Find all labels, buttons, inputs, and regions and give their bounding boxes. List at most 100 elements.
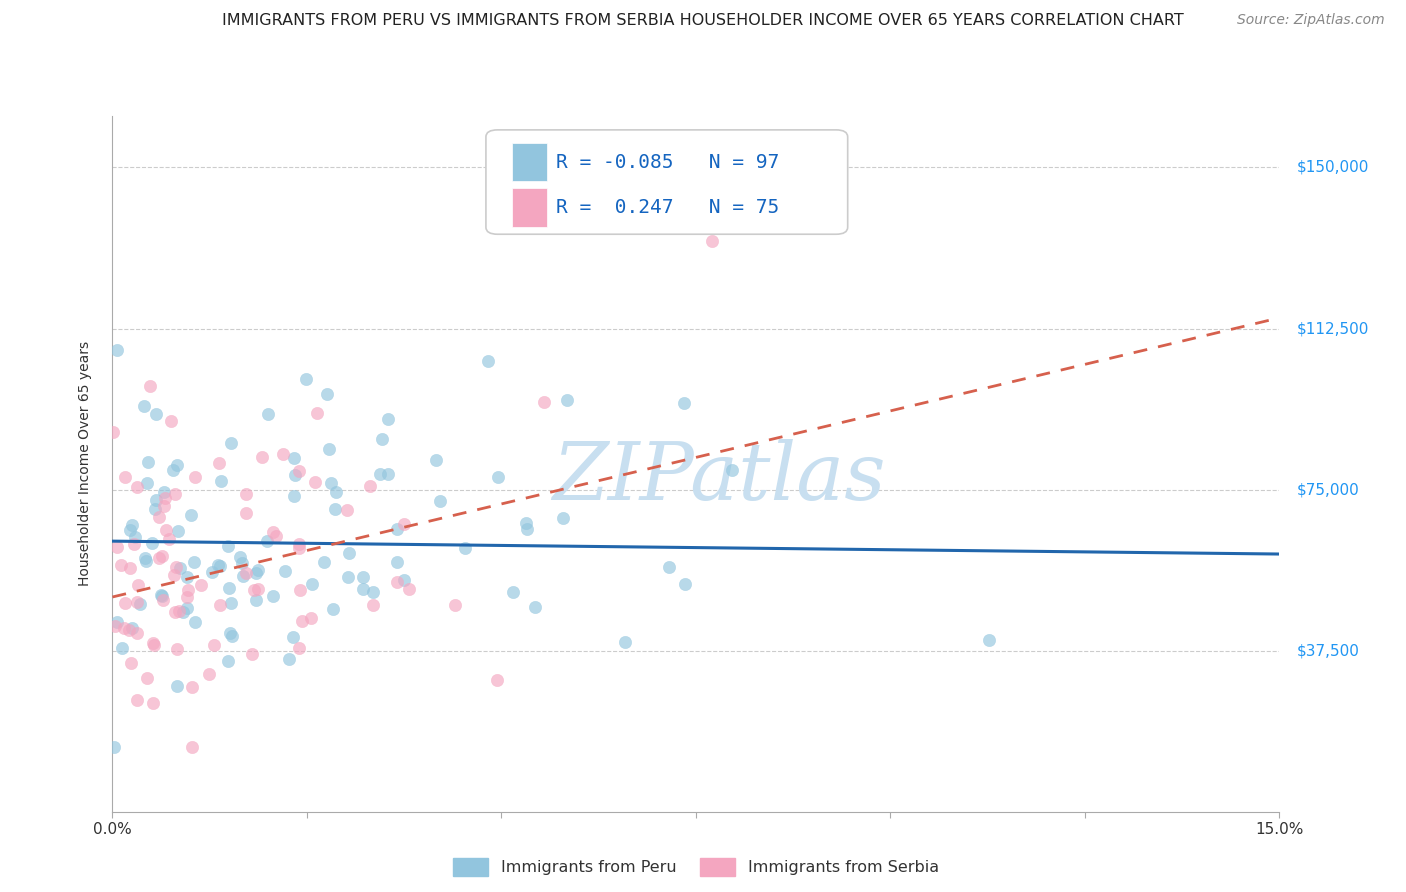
Point bbox=[150, 549, 173, 563]
Point bbox=[218, 581, 240, 595]
Point bbox=[104, 618, 127, 632]
Point bbox=[277, 652, 299, 666]
Point bbox=[377, 467, 399, 481]
Point bbox=[319, 475, 342, 490]
Point bbox=[337, 570, 360, 584]
Point bbox=[163, 487, 186, 501]
Point bbox=[176, 601, 198, 615]
Point bbox=[453, 541, 475, 556]
Point bbox=[264, 528, 287, 542]
Text: $112,500: $112,500 bbox=[1296, 321, 1369, 336]
Point bbox=[157, 533, 180, 547]
Point bbox=[110, 558, 132, 573]
Point bbox=[169, 560, 191, 574]
Point bbox=[184, 615, 207, 629]
Point bbox=[392, 516, 415, 531]
Point bbox=[180, 680, 202, 694]
Point bbox=[166, 679, 188, 693]
Point bbox=[103, 740, 125, 755]
Point bbox=[700, 234, 723, 248]
Point bbox=[125, 626, 148, 640]
Point bbox=[136, 476, 159, 491]
Point bbox=[105, 615, 128, 629]
Point bbox=[287, 541, 309, 555]
Point bbox=[337, 546, 360, 560]
Point bbox=[136, 455, 159, 469]
Point bbox=[262, 524, 284, 539]
Point bbox=[281, 630, 304, 644]
Point bbox=[165, 560, 187, 574]
Point bbox=[166, 458, 188, 472]
Point bbox=[443, 598, 465, 612]
Text: $75,000: $75,000 bbox=[1296, 482, 1360, 497]
Point bbox=[352, 582, 374, 596]
Point bbox=[163, 605, 186, 619]
Point bbox=[305, 406, 328, 420]
Point bbox=[486, 470, 509, 484]
Point bbox=[245, 566, 267, 581]
Point bbox=[273, 564, 295, 578]
Point bbox=[134, 550, 156, 565]
Point bbox=[141, 536, 163, 550]
Point bbox=[207, 558, 229, 573]
Point bbox=[325, 485, 347, 500]
Point bbox=[385, 575, 408, 590]
Point bbox=[361, 599, 384, 613]
Point bbox=[312, 555, 335, 569]
Point bbox=[613, 635, 636, 649]
Point bbox=[299, 611, 322, 625]
Point bbox=[385, 522, 408, 536]
Point bbox=[132, 399, 155, 413]
Point bbox=[127, 578, 149, 592]
Text: IMMIGRANTS FROM PERU VS IMMIGRANTS FROM SERBIA HOUSEHOLDER INCOME OVER 65 YEARS : IMMIGRANTS FROM PERU VS IMMIGRANTS FROM … bbox=[222, 13, 1184, 29]
Point bbox=[209, 559, 232, 574]
Point bbox=[221, 630, 243, 644]
Point bbox=[101, 425, 124, 440]
Point bbox=[361, 585, 384, 599]
Point bbox=[166, 641, 188, 656]
Point bbox=[315, 387, 337, 401]
Point bbox=[114, 470, 136, 484]
Point bbox=[291, 614, 314, 628]
Point bbox=[232, 569, 254, 583]
Point bbox=[209, 598, 232, 612]
Point bbox=[231, 556, 253, 570]
Point bbox=[368, 467, 391, 482]
FancyBboxPatch shape bbox=[512, 143, 547, 181]
Point bbox=[256, 533, 278, 548]
Point bbox=[352, 570, 374, 584]
Point bbox=[118, 623, 141, 637]
Point bbox=[183, 556, 205, 570]
Point bbox=[523, 599, 546, 614]
Point bbox=[167, 604, 190, 618]
Point bbox=[371, 432, 394, 446]
Point bbox=[217, 654, 239, 668]
Text: $37,500: $37,500 bbox=[1296, 643, 1360, 658]
Point bbox=[288, 537, 311, 551]
Point bbox=[155, 523, 177, 537]
Point bbox=[318, 442, 340, 456]
Point bbox=[145, 492, 167, 507]
Text: R =  0.247   N = 75: R = 0.247 N = 75 bbox=[555, 198, 779, 217]
Point bbox=[172, 605, 194, 619]
Point bbox=[149, 588, 172, 602]
Point bbox=[121, 622, 143, 636]
Point bbox=[377, 411, 399, 425]
Point bbox=[288, 583, 311, 598]
Point bbox=[243, 582, 266, 597]
Point bbox=[359, 479, 381, 493]
Point bbox=[398, 582, 420, 596]
Point bbox=[152, 592, 174, 607]
Point bbox=[150, 590, 173, 604]
Point bbox=[180, 508, 202, 523]
Point bbox=[190, 578, 212, 592]
Point bbox=[485, 673, 508, 688]
Point bbox=[107, 540, 129, 554]
Point bbox=[219, 436, 242, 450]
Point bbox=[124, 530, 146, 544]
Legend: Immigrants from Peru, Immigrants from Serbia: Immigrants from Peru, Immigrants from Se… bbox=[444, 850, 948, 884]
Point bbox=[271, 447, 294, 461]
Point bbox=[218, 625, 240, 640]
Point bbox=[142, 635, 165, 649]
Point bbox=[425, 453, 447, 467]
